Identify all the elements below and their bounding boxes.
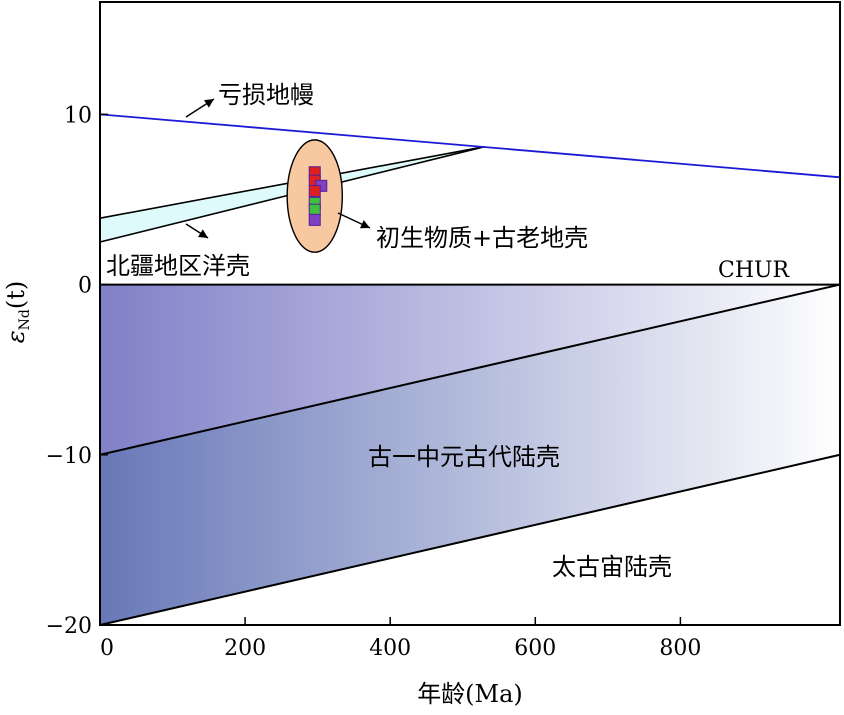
x-tick-label: 400 (369, 636, 411, 661)
axes-frame (99, 1, 841, 626)
x-tick-label: 200 (224, 636, 266, 661)
sample-point (308, 184, 321, 197)
depleted-mantle-line (99, 113, 841, 179)
arrow-mixed-source-head (359, 220, 370, 229)
sample-point (308, 203, 321, 216)
tick-layer: 0 200 400 600 800 −20 −10 0 10 (46, 103, 702, 661)
region-archean-crust (100, 284, 840, 625)
arrow-depleted-mantle-head (203, 99, 214, 108)
y-tick-label: −10 (46, 444, 92, 469)
plot-frame (99, 1, 841, 626)
sample-layer (286, 139, 344, 253)
label-oceanic-crust: 北疆地区洋壳 (106, 252, 250, 280)
label-depleted-mantle: 亏损地幔 (218, 81, 314, 109)
x-tick-label: 600 (514, 636, 556, 661)
x-axis-title: 年龄(Ma) (417, 680, 523, 708)
label-archean-crust: 太古宙陆壳 (552, 553, 672, 581)
x-tick-label: 800 (659, 636, 701, 661)
label-mixed-source: 初生物质+古老地壳 (376, 224, 588, 252)
sample-point (308, 213, 321, 226)
label-proterozoic-crust: 古一中元古代陆壳 (368, 443, 560, 471)
x-tick-label: 0 (100, 636, 114, 661)
region-layer (100, 146, 840, 625)
label-chur: CHUR (718, 258, 791, 283)
y-tick-label: −20 (46, 614, 92, 639)
y-tick-label: 10 (64, 103, 92, 128)
proterozoic-crust-boundary (99, 283, 841, 456)
y-tick-label: 0 (78, 274, 92, 299)
archean-crust-boundary (99, 453, 841, 626)
y-axis-title: εNd(t) (2, 281, 33, 343)
arrow-oceanic-crust-head (197, 229, 208, 238)
